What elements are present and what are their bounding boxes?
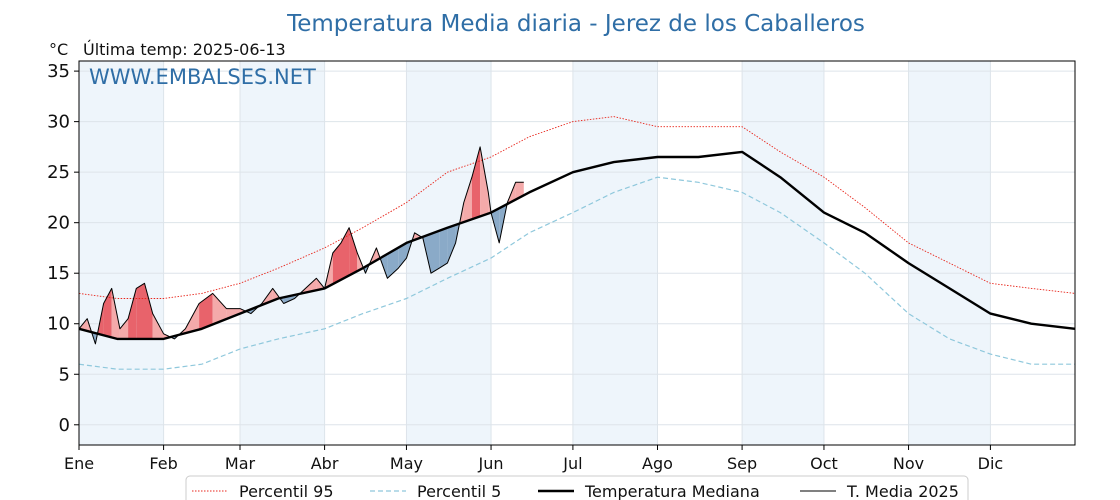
above-median-fill <box>111 288 120 339</box>
x-axis-ticks: Ene Feb Mar Abr May Jun Jul Ago Sep Oct Nov Dic <box>64 445 1003 473</box>
legend-label-percentil-95: Percentil 95 <box>239 482 334 500</box>
last-temp-label: Última temp: 2025-06-13 <box>83 40 286 59</box>
series-line-t-media-2025 <box>78 146 524 345</box>
above-median-fill <box>144 283 153 339</box>
month-band <box>239 61 325 445</box>
above-median-fill <box>463 177 472 223</box>
below-median-fill <box>398 242 407 269</box>
x-tick-label: Nov <box>893 454 924 473</box>
x-tick-label: Oct <box>810 454 838 473</box>
above-median-fill <box>471 146 481 220</box>
series-line-percentil-95 <box>78 116 1076 299</box>
y-tick-label: 20 <box>47 213 70 234</box>
y-tick-label: 25 <box>47 162 70 183</box>
x-tick-label: Ene <box>64 454 94 473</box>
y-tick-label: 15 <box>47 263 70 284</box>
month-band <box>572 61 658 445</box>
month-band <box>742 61 824 445</box>
legend: Percentil 95 Percentil 5 Temperatura Media… <box>185 475 969 500</box>
gridlines <box>78 61 1075 445</box>
x-tick-label: Feb <box>149 454 177 473</box>
legend-box <box>185 475 969 500</box>
above-median-fill <box>212 293 227 325</box>
y-tick-label: 30 <box>47 112 70 133</box>
month-band <box>79 61 164 445</box>
x-tick-label: Abr <box>311 454 339 473</box>
above-median-fill <box>185 303 200 334</box>
above-median-fill <box>332 242 341 284</box>
legend-label-t-media-2025: T. Media 2025 <box>846 482 959 500</box>
above-median-fill <box>305 278 317 293</box>
series-line-percentil-5 <box>78 176 1075 370</box>
month-band <box>908 61 991 445</box>
above-median-fill <box>128 288 137 339</box>
above-median-fill <box>349 227 358 276</box>
series-line-temperatura-mediana <box>78 150 1076 341</box>
x-tick-label: Jun <box>478 454 504 473</box>
series-lines <box>78 116 1076 370</box>
y-tick-label: 10 <box>47 314 70 335</box>
y-axis-ticks: 0 5 10 15 20 25 30 35 <box>47 61 79 436</box>
legend-label-temperatura-mediana: Temperatura Mediana <box>584 482 760 500</box>
x-tick-label: Mar <box>225 454 256 473</box>
above-median-fill <box>119 318 129 339</box>
x-tick-label: Jul <box>562 454 582 473</box>
x-tick-label: Sep <box>727 454 757 473</box>
unit-label: °C <box>49 40 68 59</box>
y-tick-label: 35 <box>47 61 70 82</box>
below-median-fill <box>431 230 440 274</box>
watermark: WWW.EMBALSES.NET <box>89 65 316 89</box>
above-median-fill <box>480 146 489 217</box>
above-median-fill <box>341 227 350 280</box>
y-tick-label: 0 <box>59 415 70 436</box>
month-bands <box>79 61 991 445</box>
above-median-fill <box>199 293 213 330</box>
x-tick-label: Ago <box>642 454 673 473</box>
plot-frame <box>78 60 1076 446</box>
x-tick-label: Dic <box>978 454 1004 473</box>
y-tick-label: 5 <box>59 364 70 385</box>
x-tick-label: May <box>390 454 423 473</box>
above-median-fill <box>152 313 164 339</box>
below-median-fill <box>447 224 456 264</box>
chart-title: Temperatura Media diaria - Jerez de los … <box>286 11 865 37</box>
legend-label-percentil-5: Percentil 5 <box>417 482 501 500</box>
above-median-fill <box>136 283 145 339</box>
below-median-fill <box>439 227 448 269</box>
